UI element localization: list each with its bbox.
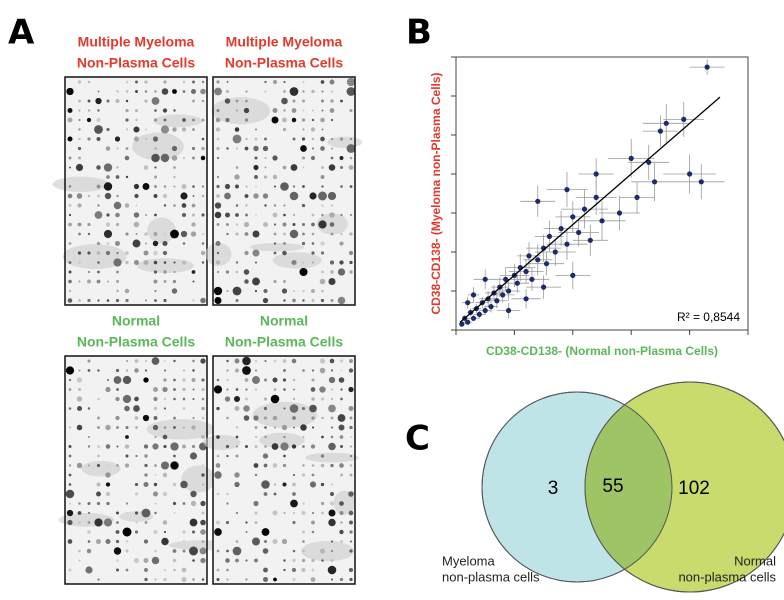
point <box>657 128 664 134</box>
point <box>470 292 477 298</box>
point <box>514 280 520 286</box>
array-title: Non-Plasma Cells <box>77 55 195 71</box>
point <box>570 214 576 220</box>
panel-label: B <box>406 13 432 53</box>
point <box>576 229 582 236</box>
venn-set-name: non-plasma cells <box>442 569 540 584</box>
venn-count: 102 <box>678 478 710 499</box>
point <box>687 171 693 177</box>
point <box>587 237 593 243</box>
point <box>681 116 687 122</box>
panel-b: R² = 0,8544 CD38-CD138- (Normal non-Plasm… <box>429 56 749 358</box>
point <box>505 288 512 294</box>
point <box>465 300 471 306</box>
point <box>503 276 509 282</box>
array-image <box>205 76 363 306</box>
point <box>529 276 535 282</box>
array-title: Non-Plasma Cells <box>225 55 343 71</box>
array-title: Normal <box>260 313 308 329</box>
point <box>593 194 599 200</box>
point <box>564 241 570 247</box>
point <box>628 155 634 161</box>
point <box>465 319 471 325</box>
fit-line <box>459 96 721 323</box>
venn-overlap <box>585 392 672 582</box>
panel-label: C <box>405 419 430 459</box>
y-axis-label: CD38-CD138- (Myeloma non-Plasma Cells) <box>429 72 443 314</box>
array-image <box>52 76 208 306</box>
point <box>564 187 570 193</box>
point <box>698 179 704 185</box>
point <box>552 249 558 255</box>
point <box>526 253 532 259</box>
annotation: R² = 0,8544 <box>677 310 740 324</box>
point <box>570 272 576 278</box>
point <box>616 210 623 216</box>
plot-frame <box>455 56 749 331</box>
point <box>523 296 529 302</box>
point <box>704 64 710 70</box>
array-image <box>58 355 237 585</box>
point <box>546 233 553 239</box>
point <box>482 276 488 282</box>
point <box>535 257 541 263</box>
point <box>581 206 588 212</box>
venn-set-name: Myeloma <box>442 553 496 568</box>
venn-set-name: Normal <box>734 553 776 568</box>
venn-set-name: non-plasma cells <box>678 569 776 584</box>
point <box>541 284 547 290</box>
point <box>505 307 512 314</box>
array-title: Non-Plasma Cells <box>77 334 195 350</box>
venn-count: 3 <box>548 478 559 499</box>
venn-count: 55 <box>602 476 623 497</box>
point <box>482 307 488 314</box>
point <box>459 321 465 327</box>
point <box>599 218 605 224</box>
point <box>470 315 477 321</box>
point <box>543 261 550 267</box>
point <box>651 179 658 185</box>
array-title: Normal <box>112 313 160 329</box>
point <box>634 194 640 200</box>
array-title: Non-Plasma Cells <box>225 334 343 350</box>
point <box>535 198 541 204</box>
point <box>494 298 500 304</box>
point <box>663 120 669 126</box>
panel-label: A <box>8 13 35 53</box>
point <box>476 311 482 317</box>
array-title: Multiple Myeloma <box>226 34 343 50</box>
point <box>500 292 506 298</box>
array-image <box>203 355 359 585</box>
x-axis-label: CD38-CD138- (Normal non-Plasma Cells) <box>486 344 718 358</box>
point <box>523 268 529 275</box>
point <box>558 226 564 232</box>
panel-a: Multiple Myeloma Non-Plasma Cells Multiple… <box>52 34 363 585</box>
point <box>646 159 652 165</box>
array-title: Multiple Myeloma <box>78 34 195 50</box>
point <box>593 171 599 177</box>
point <box>488 304 494 310</box>
